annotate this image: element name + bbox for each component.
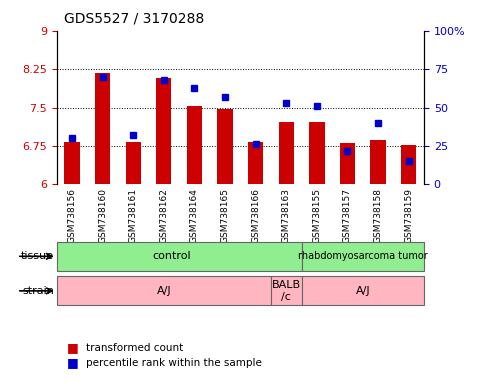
- Text: ■: ■: [67, 356, 78, 369]
- Text: percentile rank within the sample: percentile rank within the sample: [86, 358, 262, 368]
- Bar: [217, 109, 233, 184]
- Text: GSM738157: GSM738157: [343, 188, 352, 243]
- Text: GSM738163: GSM738163: [282, 188, 291, 243]
- Bar: [187, 106, 202, 184]
- Text: BALB
/c: BALB /c: [272, 280, 301, 302]
- Text: GSM738165: GSM738165: [220, 188, 230, 243]
- Text: tissue: tissue: [21, 251, 54, 262]
- Text: GSM738156: GSM738156: [68, 188, 76, 243]
- Bar: [370, 140, 386, 184]
- Text: strain: strain: [22, 286, 54, 296]
- Text: GSM738155: GSM738155: [313, 188, 321, 243]
- Text: GSM738159: GSM738159: [404, 188, 413, 243]
- Bar: [156, 78, 172, 184]
- Bar: [302, 276, 424, 305]
- Text: ■: ■: [67, 341, 78, 354]
- Bar: [271, 276, 302, 305]
- Text: control: control: [152, 251, 191, 262]
- Text: GSM738162: GSM738162: [159, 188, 168, 243]
- Bar: [57, 242, 302, 271]
- Text: A/J: A/J: [355, 286, 370, 296]
- Bar: [340, 143, 355, 184]
- Text: transformed count: transformed count: [86, 343, 183, 353]
- Text: rhabdomyosarcoma tumor: rhabdomyosarcoma tumor: [298, 251, 427, 262]
- Text: GSM738158: GSM738158: [374, 188, 383, 243]
- Text: GDS5527 / 3170288: GDS5527 / 3170288: [64, 12, 204, 25]
- Text: GSM738161: GSM738161: [129, 188, 138, 243]
- Text: GSM738164: GSM738164: [190, 188, 199, 243]
- Bar: [309, 122, 324, 184]
- Bar: [401, 146, 416, 184]
- Bar: [248, 142, 263, 184]
- Text: A/J: A/J: [156, 286, 171, 296]
- Bar: [302, 242, 424, 271]
- Bar: [65, 142, 80, 184]
- Bar: [95, 73, 110, 184]
- Bar: [57, 276, 271, 305]
- Bar: [126, 142, 141, 184]
- Text: GSM738166: GSM738166: [251, 188, 260, 243]
- Text: GSM738160: GSM738160: [98, 188, 107, 243]
- Bar: [279, 122, 294, 184]
